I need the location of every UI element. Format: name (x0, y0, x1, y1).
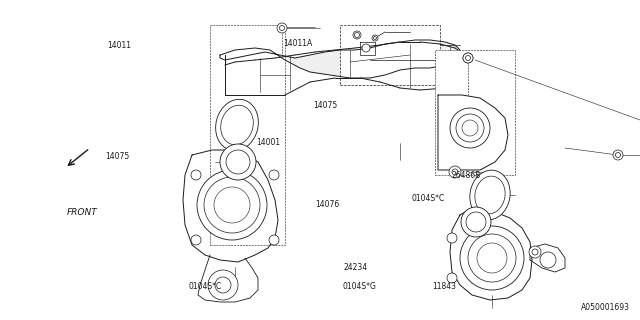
Circle shape (362, 44, 370, 52)
Ellipse shape (470, 170, 510, 220)
Circle shape (463, 53, 473, 63)
Circle shape (372, 35, 378, 41)
Circle shape (450, 108, 490, 148)
Circle shape (269, 170, 279, 180)
Text: 0104S*C: 0104S*C (189, 282, 222, 291)
Polygon shape (220, 40, 460, 78)
Circle shape (461, 207, 491, 237)
Circle shape (465, 55, 470, 60)
Circle shape (191, 235, 201, 245)
Ellipse shape (475, 176, 505, 214)
Ellipse shape (221, 105, 253, 145)
Text: 11843: 11843 (432, 282, 456, 291)
Circle shape (269, 235, 279, 245)
Circle shape (447, 273, 457, 283)
Circle shape (353, 31, 361, 39)
Text: 24234: 24234 (344, 263, 368, 272)
Circle shape (529, 246, 541, 258)
Bar (210, 25, 285, 245)
Circle shape (204, 177, 260, 233)
Bar (340, 25, 440, 85)
Circle shape (532, 249, 538, 255)
Bar (435, 50, 515, 175)
Text: 14076: 14076 (315, 200, 339, 209)
Circle shape (449, 166, 461, 178)
Circle shape (468, 234, 516, 282)
Circle shape (452, 169, 458, 175)
Text: 26486B: 26486B (452, 172, 481, 180)
Text: 14075: 14075 (314, 101, 338, 110)
Circle shape (197, 170, 267, 240)
Circle shape (191, 170, 201, 180)
Circle shape (540, 252, 556, 268)
Text: A050001693: A050001693 (581, 303, 630, 312)
Circle shape (447, 233, 457, 243)
Circle shape (456, 114, 484, 142)
Text: FRONT: FRONT (67, 208, 98, 217)
Text: 0104S*C: 0104S*C (412, 194, 445, 203)
Circle shape (355, 33, 360, 37)
Circle shape (613, 150, 623, 160)
Circle shape (277, 23, 287, 33)
Circle shape (208, 270, 238, 300)
Circle shape (466, 212, 486, 232)
Text: 14075: 14075 (106, 152, 130, 161)
Circle shape (477, 243, 507, 273)
Circle shape (616, 153, 621, 157)
Circle shape (214, 187, 250, 223)
Circle shape (460, 226, 524, 290)
Circle shape (463, 53, 473, 63)
Circle shape (220, 144, 256, 180)
Text: 0104S*G: 0104S*G (342, 282, 376, 291)
Circle shape (215, 277, 231, 293)
Ellipse shape (216, 99, 259, 151)
Circle shape (280, 26, 285, 30)
Circle shape (462, 120, 478, 136)
Text: 14011: 14011 (108, 41, 132, 50)
Text: 14011A: 14011A (283, 39, 312, 48)
Circle shape (226, 150, 250, 174)
Circle shape (374, 36, 376, 39)
Text: 14001: 14001 (256, 138, 280, 147)
Circle shape (465, 55, 471, 61)
